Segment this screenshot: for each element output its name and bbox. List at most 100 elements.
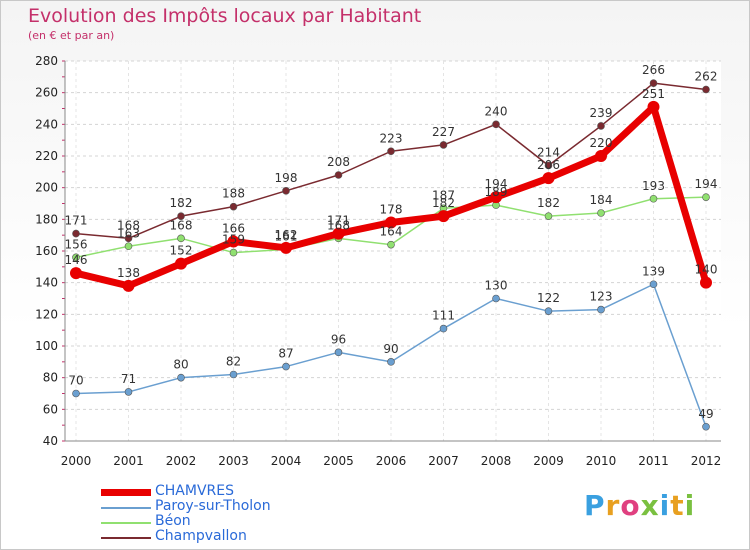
data-label: 71 xyxy=(121,372,136,386)
data-label: 187 xyxy=(432,188,455,202)
data-label: 168 xyxy=(117,218,140,232)
data-label: 152 xyxy=(170,244,193,258)
data-label: 171 xyxy=(327,214,350,228)
x-tick-label: 2010 xyxy=(586,454,617,468)
data-label: 70 xyxy=(68,374,83,388)
data-point xyxy=(437,210,450,223)
data-label: 96 xyxy=(331,332,346,346)
y-tick-label: 240 xyxy=(35,117,58,131)
data-point xyxy=(177,234,185,243)
data-label: 206 xyxy=(537,158,560,172)
data-label: 184 xyxy=(590,193,613,207)
data-point xyxy=(387,358,395,366)
data-label: 251 xyxy=(642,87,665,101)
data-point xyxy=(122,279,135,292)
data-label: 123 xyxy=(590,290,613,304)
legend-label: Champvallon xyxy=(155,528,247,544)
data-label: 90 xyxy=(383,342,398,356)
y-tick-label: 40 xyxy=(43,434,58,448)
x-tick-label: 2004 xyxy=(271,454,302,468)
x-tick-label: 2007 xyxy=(428,454,459,468)
data-point xyxy=(124,388,133,396)
x-tick-label: 2009 xyxy=(533,454,564,468)
x-tick-label: 2006 xyxy=(376,454,407,468)
data-point xyxy=(597,209,605,217)
data-point xyxy=(72,229,80,238)
data-point xyxy=(124,234,133,243)
data-label: 140 xyxy=(695,263,718,277)
data-point xyxy=(229,370,238,379)
logo-letter: t xyxy=(670,489,685,522)
data-label: 87 xyxy=(278,347,293,361)
data-point xyxy=(490,191,502,204)
data-label: 208 xyxy=(327,155,350,169)
data-label: 163 xyxy=(117,226,140,240)
data-label: 159 xyxy=(222,233,245,247)
data-label: 193 xyxy=(642,179,665,193)
data-label: 214 xyxy=(537,146,560,160)
legend-swatch xyxy=(101,507,151,509)
data-point xyxy=(649,280,658,289)
y-tick-label: 120 xyxy=(35,307,58,321)
y-tick-label: 180 xyxy=(35,212,58,226)
y-tick-label: 260 xyxy=(35,86,58,100)
data-label: 178 xyxy=(380,203,403,217)
data-point xyxy=(229,202,238,211)
data-label: 227 xyxy=(432,125,455,139)
data-label: 164 xyxy=(380,225,403,239)
data-point xyxy=(387,147,395,156)
chart-subtitle: (en € et par an) xyxy=(28,29,115,42)
data-point xyxy=(597,122,605,130)
data-label: 239 xyxy=(590,106,613,120)
data-point xyxy=(649,194,658,203)
legend-swatch xyxy=(101,489,151,496)
data-label: 161 xyxy=(275,229,298,243)
data-point xyxy=(334,171,343,179)
data-point xyxy=(702,193,710,201)
y-tick-label: 160 xyxy=(35,244,58,258)
y-tick-label: 100 xyxy=(35,339,58,353)
data-label: 266 xyxy=(642,63,665,77)
data-label: 182 xyxy=(537,196,560,210)
y-tick-label: 60 xyxy=(43,402,58,416)
data-label: 198 xyxy=(275,171,298,185)
data-label: 189 xyxy=(485,185,508,199)
data-point xyxy=(282,362,290,371)
data-point xyxy=(647,100,660,113)
legend-swatch xyxy=(101,522,151,524)
data-label: 146 xyxy=(65,253,88,267)
data-point xyxy=(72,389,80,398)
x-tick-label: 2000 xyxy=(61,454,92,468)
legend-swatch xyxy=(101,537,151,539)
y-tick-label: 80 xyxy=(43,371,58,385)
data-point xyxy=(387,240,395,249)
data-label: 182 xyxy=(170,196,193,210)
data-label: 166 xyxy=(222,222,245,236)
legend-label: Béon xyxy=(155,513,191,529)
y-tick-label: 200 xyxy=(35,181,58,195)
data-label: 156 xyxy=(65,237,88,251)
data-point xyxy=(542,172,555,185)
logo-letter: r xyxy=(605,489,621,522)
data-label: 82 xyxy=(226,355,241,369)
chart-title: Evolution des Impôts locaux par Habitant xyxy=(28,5,422,27)
x-tick-label: 2011 xyxy=(638,454,669,468)
legend-label: Paroy-sur-Tholon xyxy=(155,498,271,514)
y-tick-label: 140 xyxy=(35,276,58,290)
y-tick-label: 280 xyxy=(35,54,58,68)
data-point xyxy=(544,212,553,220)
data-label: 168 xyxy=(170,218,193,232)
data-point xyxy=(177,373,185,382)
data-label: 80 xyxy=(173,358,188,372)
data-label: 168 xyxy=(327,218,350,232)
x-tick-label: 2005 xyxy=(323,454,354,468)
data-label: 130 xyxy=(485,279,508,293)
legend-label: CHAMVRES xyxy=(155,483,234,499)
data-label: 138 xyxy=(117,266,140,280)
data-label: 49 xyxy=(698,407,713,421)
y-tick-label: 220 xyxy=(35,149,58,163)
proxiti-logo: Proxiti xyxy=(584,489,695,522)
data-point xyxy=(177,212,185,220)
data-label: 162 xyxy=(275,228,298,242)
data-point xyxy=(700,276,712,289)
